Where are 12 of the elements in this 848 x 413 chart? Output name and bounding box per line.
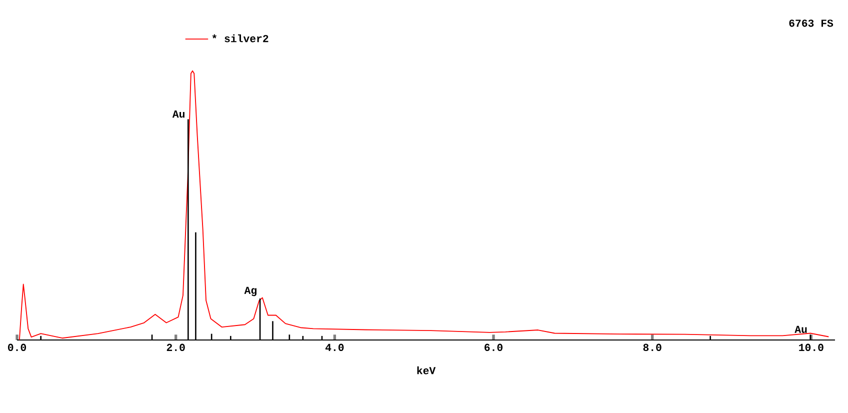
x-tick-label: 8.0: [643, 344, 662, 352]
x-axis-title: keV: [417, 366, 436, 374]
x-tick-label: 2.0: [166, 344, 185, 352]
x-tick-label: 4.0: [325, 344, 344, 352]
x-tick-label: 0.0: [8, 344, 26, 352]
x-tick-label: 10.0: [799, 344, 824, 352]
x-tick-label: 6.0: [484, 344, 503, 352]
text: 6763 FS: [789, 20, 834, 27]
legend-label: * silver2: [212, 34, 268, 42]
annotation: Au: [794, 326, 807, 334]
annotation: Au: [172, 110, 184, 118]
annotation: Ag: [244, 286, 256, 296]
